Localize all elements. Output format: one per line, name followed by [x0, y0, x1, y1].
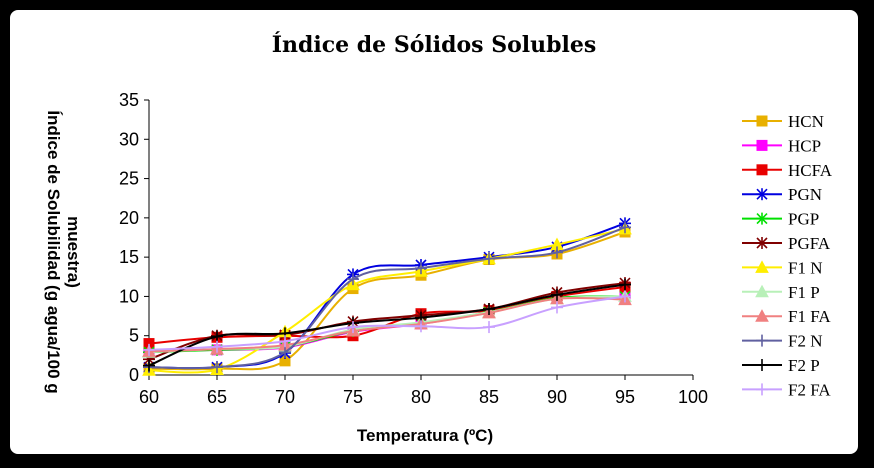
series-line-f2-fa — [148, 295, 626, 351]
y-axis-title-line-2: muestra) — [64, 216, 83, 288]
legend: HCN HCP HCFA PGN PGP PGFA F1 N F1 P F1 FA F2 N F2 … — [742, 112, 833, 399]
legend-item-f1-n: F1 N — [742, 258, 822, 277]
legend-item-pgfa: PGFA — [742, 234, 831, 253]
data-point-f2-fa — [143, 343, 155, 356]
data-point-f2-n — [551, 246, 563, 259]
legend-swatch-marker — [756, 237, 768, 249]
x-axis-ticks: 60 65 70 75 80 85 90 95 100 — [139, 375, 708, 407]
x-tick-label: 85 — [479, 387, 499, 407]
legend-swatch-marker — [756, 115, 768, 127]
legend-label: PGN — [788, 185, 822, 204]
data-point-f2-n — [211, 361, 223, 374]
series-f2-fa — [143, 290, 631, 356]
legend-swatch-marker — [756, 139, 768, 151]
chart-title: Índice de Sólidos Solubles — [272, 31, 597, 58]
legend-label: HCP — [788, 136, 821, 155]
legend-label: F2 FA — [788, 380, 831, 399]
legend-swatch-marker — [755, 284, 769, 298]
data-point-f2-n — [619, 221, 631, 234]
series-line-f2-p — [148, 283, 626, 367]
data-point-f2-p — [483, 303, 495, 315]
chart-frame: Índice de Sólidos Solubles Índice de Sol… — [8, 8, 860, 456]
legend-swatch-marker — [755, 309, 769, 322]
y-tick-label: 25 — [119, 169, 139, 189]
data-point-f2-fa — [619, 290, 631, 303]
chart: Índice de Sólidos Solubles Índice de Sol… — [44, 31, 833, 445]
legend-item-hcn: HCN — [742, 112, 824, 131]
y-axis-ticks: 0 5 10 15 20 25 30 35 — [119, 90, 149, 385]
legend-label: F2 P — [788, 356, 820, 375]
legend-swatch-marker — [756, 334, 768, 347]
series-line-f1-fa — [148, 296, 626, 353]
data-point-f2-n — [279, 346, 291, 359]
legend-swatch-marker — [756, 164, 768, 176]
legend-label: F1 P — [788, 283, 820, 302]
legend-label: PGFA — [788, 234, 831, 253]
legend-item-f2-fa: F2 FA — [742, 380, 831, 399]
x-tick-label: 60 — [139, 387, 159, 407]
y-tick-label: 30 — [119, 129, 139, 149]
y-tick-label: 15 — [119, 247, 139, 267]
y-tick-label: 0 — [129, 365, 139, 385]
data-point-f2-fa — [347, 321, 359, 334]
x-axis-title: Temperatura (ºC) — [357, 426, 493, 445]
legend-item-pgp: PGP — [742, 210, 819, 229]
legend-swatch-marker — [756, 359, 768, 371]
legend-swatch-marker — [755, 260, 769, 273]
series-line-f2-n — [148, 226, 626, 370]
x-tick-label: 90 — [547, 387, 567, 407]
data-point-f2-p — [143, 359, 155, 372]
legend-label: F2 N — [788, 332, 822, 351]
legend-label: PGP — [788, 210, 819, 229]
x-tick-label: 75 — [343, 387, 363, 407]
legend-swatch-marker — [756, 188, 768, 201]
x-tick-label: 100 — [678, 387, 708, 407]
y-tick-label: 10 — [119, 286, 139, 306]
data-point-f2-p — [211, 330, 223, 343]
y-tick-label: 5 — [129, 326, 139, 346]
series-layer — [142, 217, 632, 376]
legend-label: HCN — [788, 112, 824, 131]
y-axis-title: Índice de Solubilidad (g agua/100 g mues… — [44, 110, 83, 393]
legend-item-f2-p: F2 P — [742, 356, 820, 375]
legend-label: F1 FA — [788, 307, 831, 326]
series-f2-p — [143, 278, 631, 372]
legend-label: HCFA — [788, 161, 833, 180]
data-point-f2-n — [347, 273, 359, 286]
data-point-f2-fa — [211, 340, 223, 353]
y-tick-label: 20 — [119, 208, 139, 228]
x-tick-label: 80 — [411, 387, 431, 407]
y-axis-title-line-1: Índice de Solubilidad (g agua/100 g — [44, 110, 63, 393]
data-point-f2-p — [619, 278, 631, 291]
legend-label: F1 N — [788, 258, 822, 277]
data-point-f2-p — [551, 288, 563, 301]
legend-swatch-marker — [756, 212, 768, 225]
legend-item-hcp: HCP — [742, 136, 821, 155]
legend-item-pgn: PGN — [742, 185, 822, 204]
x-tick-label: 70 — [275, 387, 295, 407]
data-point-f2-n — [483, 252, 495, 265]
data-point-f2-fa — [551, 301, 563, 314]
legend-item-f1-p: F1 P — [742, 283, 820, 302]
data-point-f2-fa — [483, 321, 495, 334]
y-tick-label: 35 — [119, 90, 139, 110]
series-line-hcn — [148, 231, 626, 371]
legend-item-hcfa: HCFA — [742, 161, 833, 180]
x-tick-label: 95 — [615, 387, 635, 407]
data-point-f2-fa — [415, 320, 427, 333]
legend-item-f2-n: F2 N — [742, 332, 822, 351]
x-tick-label: 65 — [207, 387, 227, 407]
legend-swatch-marker — [756, 383, 768, 396]
data-point-f2-fa — [279, 335, 291, 348]
series-f2-n — [143, 221, 631, 374]
data-point-f2-n — [415, 262, 427, 275]
legend-item-f1-fa: F1 FA — [742, 307, 831, 326]
